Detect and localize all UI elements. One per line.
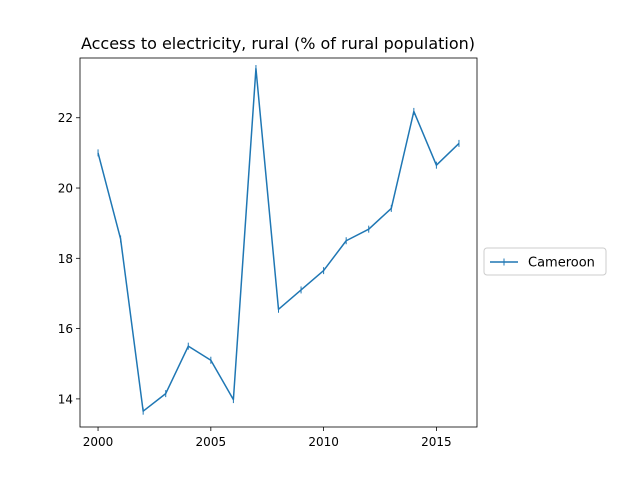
x-tick-label: 2010 [308,435,339,449]
y-axis: 14 16 18 20 22 [58,111,80,406]
x-tick-label: 2000 [83,435,114,449]
plot-frame [79,57,478,428]
y-tick-label: 18 [58,252,73,266]
legend: Cameroon [483,247,607,276]
plot-area [79,57,478,428]
x-axis: 2000 2005 2010 2015 [83,427,452,449]
legend-box [483,247,607,276]
series-layer [97,65,460,415]
x-tick-label: 2005 [196,435,227,449]
y-tick-label: 22 [58,111,73,125]
y-tick-label: 14 [58,392,73,406]
y-tick-label: 16 [58,322,73,336]
chart-title: Access to electricity, rural (% of rural… [81,34,475,53]
x-tick-label: 2015 [421,435,452,449]
legend-label: Cameroon [528,256,595,271]
y-tick-label: 20 [58,182,73,196]
